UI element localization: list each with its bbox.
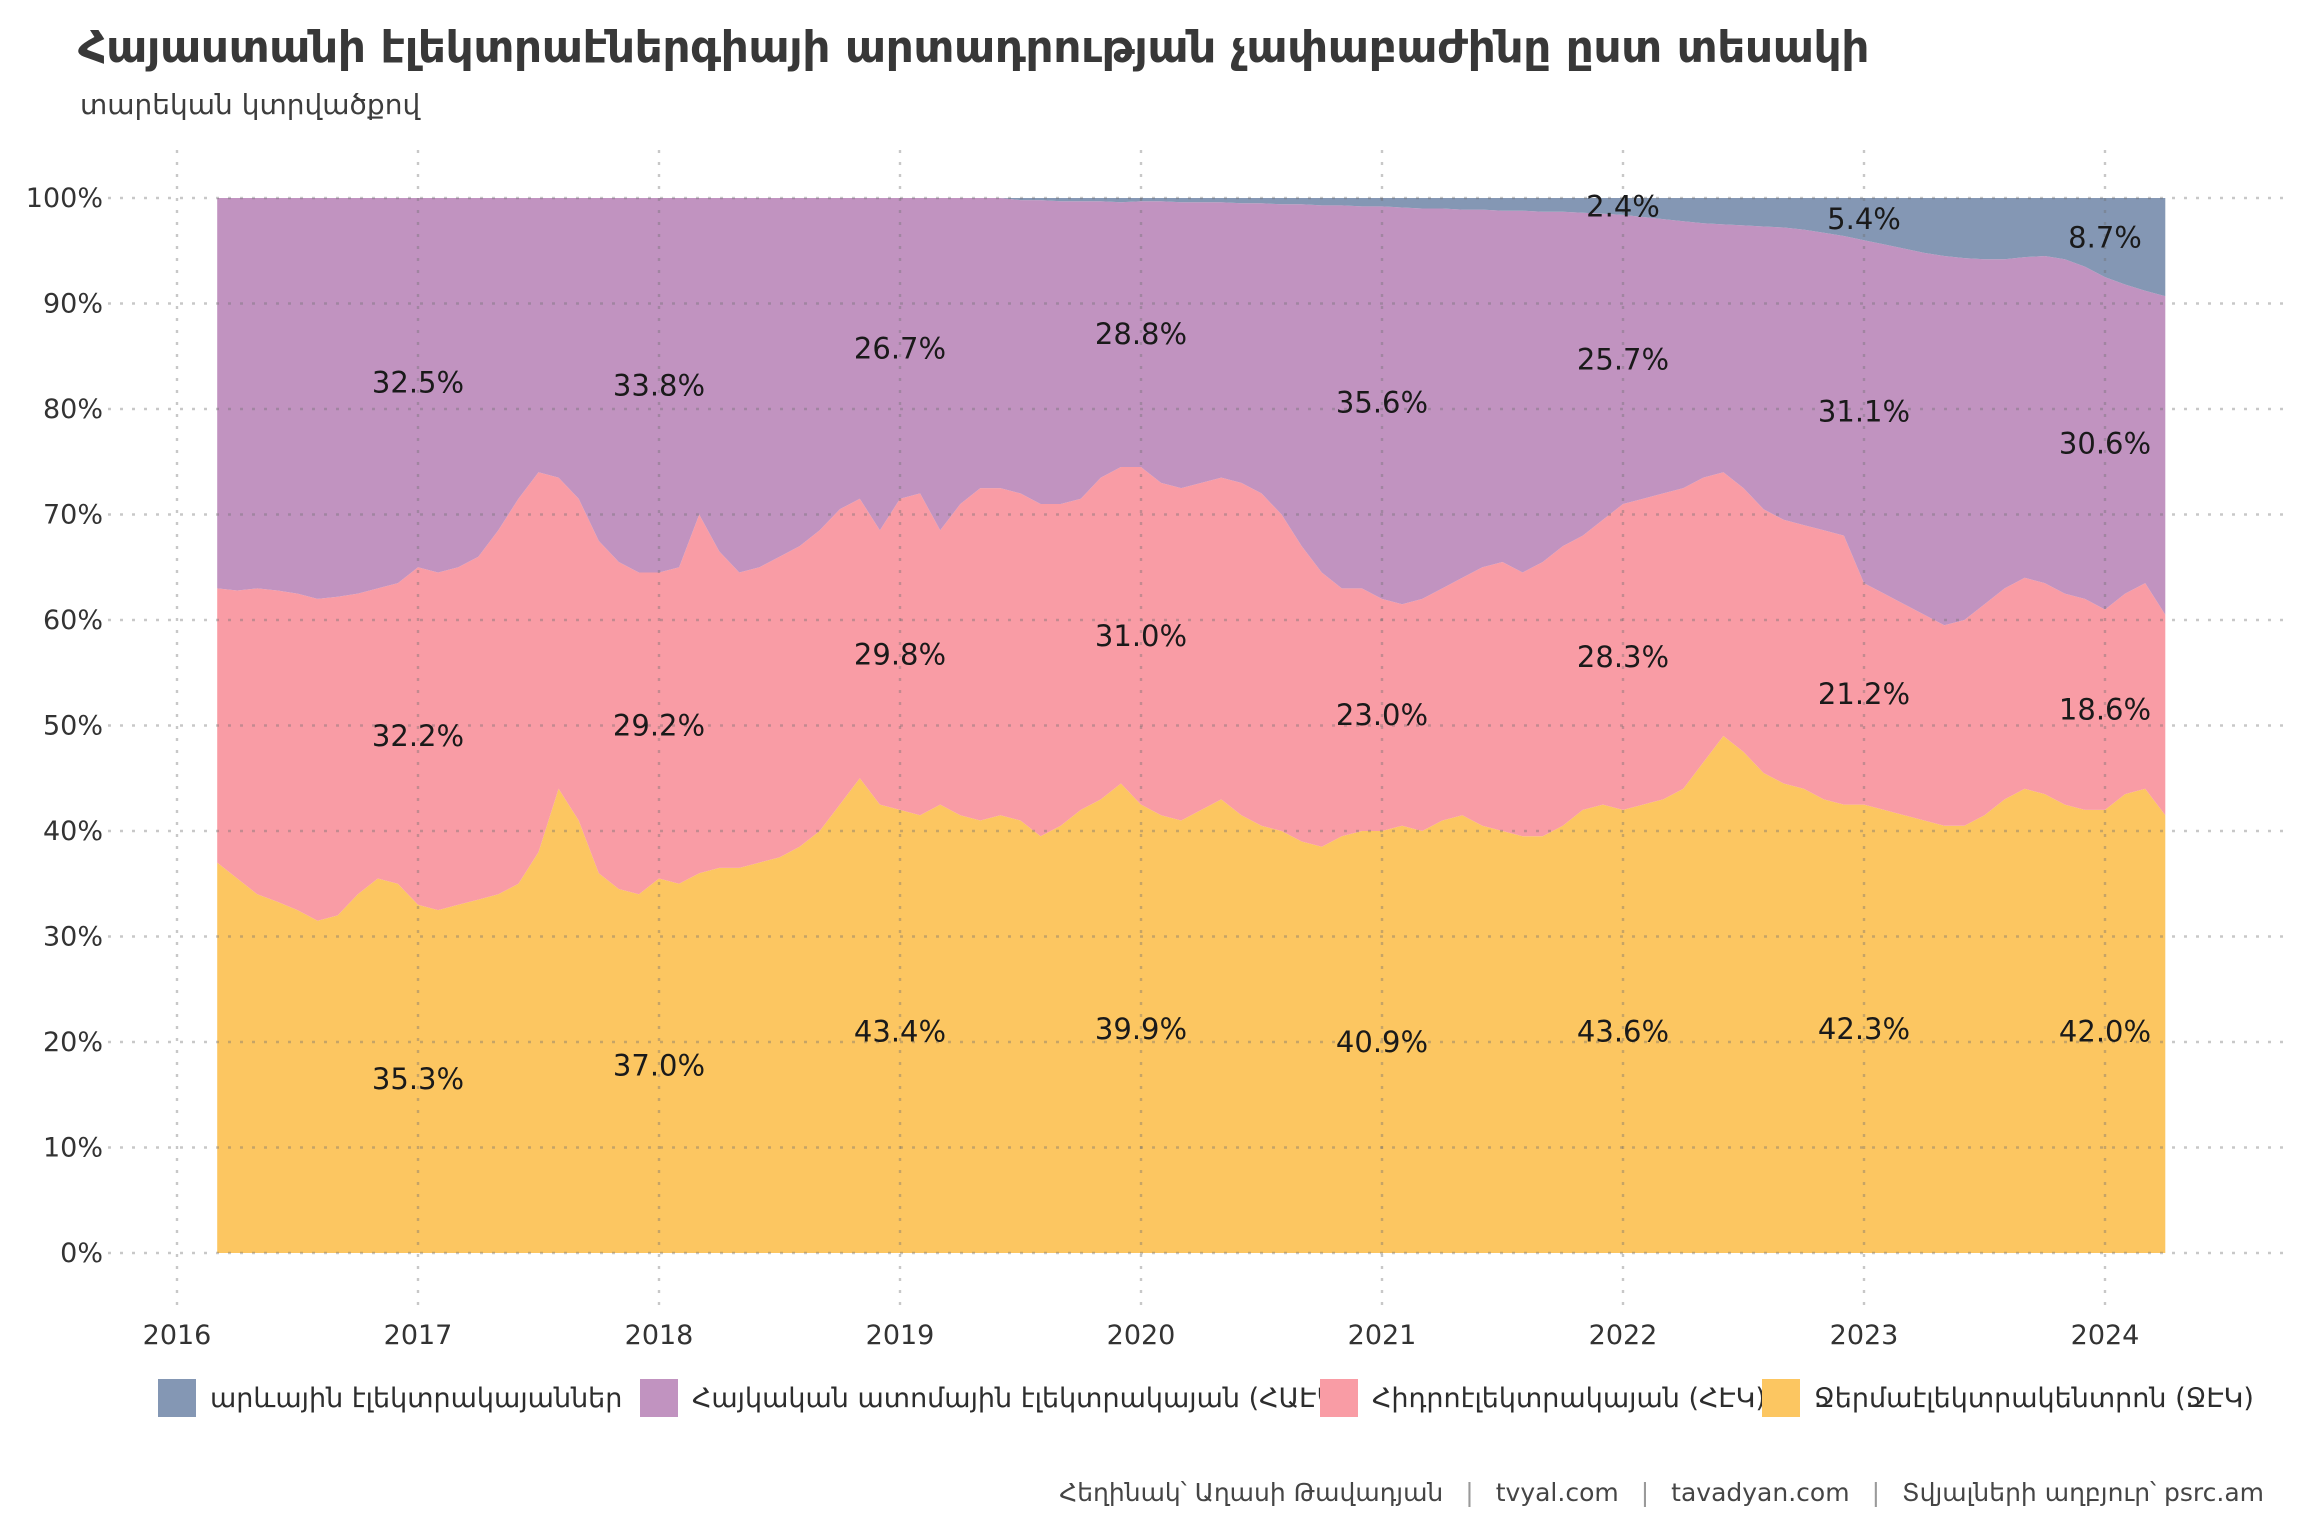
legend-swatch-solar bbox=[158, 1379, 196, 1417]
footer-separator: | bbox=[1871, 1478, 1880, 1507]
y-tick-label: 30% bbox=[43, 922, 103, 953]
annual-label-solar-2022: 2.4% bbox=[1586, 189, 1660, 223]
page-subtitle: տարեկան կտրվածքով bbox=[80, 88, 421, 121]
annual-label-thermal-2024: 42.0% bbox=[2059, 1014, 2151, 1048]
area-thermal bbox=[217, 736, 2166, 1253]
chart-legend: արևային էլեկտրակայաններ Հայկական ատոմայի… bbox=[0, 1378, 2304, 1422]
area-solar bbox=[217, 198, 2166, 297]
annual-label-thermal-2020: 39.9% bbox=[1095, 1012, 1187, 1046]
annual-label-thermal-2018: 37.0% bbox=[613, 1049, 705, 1083]
area-nuclear bbox=[217, 198, 2166, 626]
annual-label-thermal-2019: 43.4% bbox=[854, 1014, 946, 1048]
y-tick-label: 100% bbox=[26, 183, 103, 214]
footer-source: Տվյալների աղբյուր՝ psrc.am bbox=[1902, 1478, 2264, 1507]
legend-item-nuclear: Հայկական ատոմային էլեկտրակայան (ՀԱԷԿ) bbox=[640, 1378, 1347, 1418]
annual-label-thermal-2023: 42.3% bbox=[1818, 1012, 1910, 1046]
x-tick-label: 2016 bbox=[143, 1320, 212, 1351]
y-tick-label: 20% bbox=[43, 1027, 103, 1058]
x-tick-label: 2021 bbox=[1348, 1320, 1417, 1351]
y-tick-label: 90% bbox=[43, 289, 103, 320]
annual-label-hydro-2024: 18.6% bbox=[2059, 693, 2151, 727]
annual-label-thermal-2017: 35.3% bbox=[372, 1062, 464, 1096]
annual-label-nuclear-2020: 28.8% bbox=[1095, 317, 1187, 351]
annual-label-nuclear-2017: 32.5% bbox=[372, 366, 464, 400]
annual-label-hydro-2018: 29.2% bbox=[613, 709, 705, 743]
x-tick-label: 2018 bbox=[625, 1320, 694, 1351]
page-title: Հայաստանի էլեկտրաէներգիայի արտադրության … bbox=[78, 22, 1870, 73]
footer-link-tavadyan: tavadyan.com bbox=[1671, 1478, 1850, 1507]
annual-label-thermal-2022: 43.6% bbox=[1577, 1014, 1669, 1048]
legend-label-solar: արևային էլեկտրակայաններ bbox=[210, 1382, 623, 1414]
footer-separator: | bbox=[1465, 1478, 1474, 1507]
legend-label-hydro: Հիդրոէլեկտրակայան (ՀԷԿ) bbox=[1372, 1382, 1766, 1414]
y-tick-label: 50% bbox=[43, 711, 103, 742]
annual-label-solar-2023: 5.4% bbox=[1827, 202, 1901, 236]
x-tick-label: 2023 bbox=[1830, 1320, 1899, 1351]
x-tick-label: 2024 bbox=[2071, 1320, 2140, 1351]
annual-label-nuclear-2021: 35.6% bbox=[1336, 386, 1428, 420]
annual-label-nuclear-2023: 31.1% bbox=[1818, 395, 1910, 429]
annual-label-nuclear-2022: 25.7% bbox=[1577, 342, 1669, 376]
x-tick-label: 2020 bbox=[1107, 1320, 1176, 1351]
legend-swatch-nuclear bbox=[640, 1379, 678, 1417]
annual-label-nuclear-2018: 33.8% bbox=[613, 368, 705, 402]
footer-link-tvyal: tvyal.com bbox=[1495, 1478, 1619, 1507]
legend-item-thermal: Ջերմաէլեկտրակենտրոն (ՋԷԿ) bbox=[1762, 1378, 2254, 1418]
legend-swatch-hydro bbox=[1320, 1379, 1358, 1417]
y-tick-label: 80% bbox=[43, 394, 103, 425]
footer: Հեղինակ՝ Աղասի Թավադյան | tvyal.com | tavady… bbox=[1059, 1478, 2264, 1507]
x-tick-label: 2017 bbox=[384, 1320, 453, 1351]
footer-separator: | bbox=[1640, 1478, 1650, 1507]
y-tick-label: 10% bbox=[43, 1133, 103, 1164]
y-tick-label: 60% bbox=[43, 605, 103, 636]
legend-label-thermal: Ջերմաէլեկտրակենտրոն (ՋԷԿ) bbox=[1814, 1382, 2254, 1414]
x-tick-label: 2019 bbox=[866, 1320, 935, 1351]
annual-label-hydro-2017: 32.2% bbox=[372, 719, 464, 753]
annual-label-solar-2024: 8.7% bbox=[2068, 221, 2142, 255]
legend-item-solar: արևային էլեկտրակայաններ bbox=[158, 1378, 622, 1418]
annual-label-nuclear-2024: 30.6% bbox=[2059, 426, 2151, 460]
legend-item-hydro: Հիդրոէլեկտրակայան (ՀԷԿ) bbox=[1320, 1378, 1766, 1418]
chart-svg: 0% 10% 20% 30% 40% 50% 60% 70% 80% 90% 100% 2016 201… bbox=[26, 150, 2292, 1351]
legend-label-nuclear: Հայկական ատոմային էլեկտրակայան (ՀԱԷԿ) bbox=[692, 1382, 1347, 1414]
footer-author: Հեղինակ՝ Աղասի Թավադյան bbox=[1059, 1478, 1444, 1507]
annual-label-hydro-2023: 21.2% bbox=[1818, 677, 1910, 711]
area-hydro bbox=[217, 467, 2166, 921]
annual-label-thermal-2021: 40.9% bbox=[1336, 1025, 1428, 1059]
x-tick-label: 2022 bbox=[1589, 1320, 1658, 1351]
y-tick-label: 70% bbox=[43, 500, 103, 531]
y-tick-label: 40% bbox=[43, 816, 103, 847]
y-tick-label: 0% bbox=[60, 1238, 103, 1269]
annual-label-hydro-2022: 28.3% bbox=[1577, 640, 1669, 674]
annual-label-hydro-2019: 29.8% bbox=[854, 637, 946, 671]
legend-swatch-thermal bbox=[1762, 1379, 1800, 1417]
annual-label-nuclear-2019: 26.7% bbox=[854, 331, 946, 365]
annual-label-hydro-2020: 31.0% bbox=[1095, 619, 1187, 653]
annual-label-hydro-2021: 23.0% bbox=[1336, 698, 1428, 732]
